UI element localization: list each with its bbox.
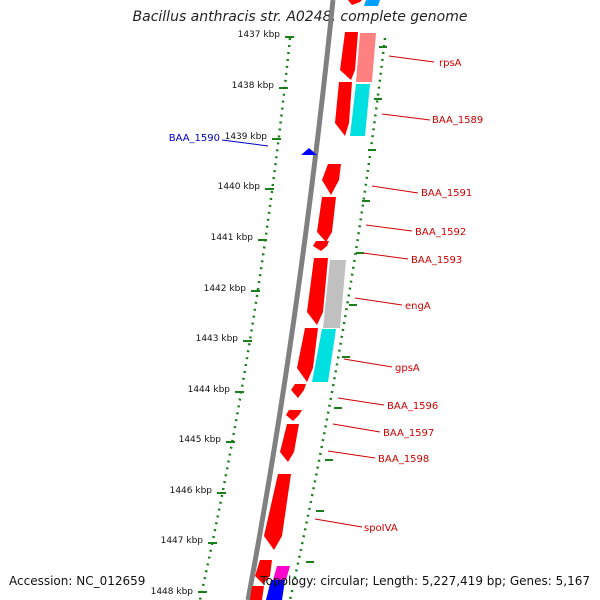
kbp-label: 1448 kbp xyxy=(151,587,194,597)
cog-bar-grey xyxy=(323,260,346,328)
gene-label: BAA_1597 xyxy=(383,428,434,439)
leader-line xyxy=(365,224,413,232)
gene-label: BAA_1598 xyxy=(378,454,429,465)
gene-arrow xyxy=(313,241,329,251)
map-title: Bacillus anthracis str. A0248, complete … xyxy=(132,9,468,25)
kbp-label: 1446 kbp xyxy=(170,486,213,496)
gene-arrow xyxy=(297,328,318,382)
gene-arrow xyxy=(322,164,341,195)
gene-label: rpsA xyxy=(439,58,462,69)
gene-label: BAA_1596 xyxy=(387,401,438,412)
gene-label: BAA_1591 xyxy=(421,188,472,199)
gene-label: BAA_1589 xyxy=(432,115,483,126)
leader-line xyxy=(314,518,363,528)
kbp-label: 1439 kbp xyxy=(225,132,268,142)
leader-line xyxy=(332,423,381,433)
cog-ring xyxy=(266,0,380,600)
gene-arrow xyxy=(340,32,358,80)
kbp-label: 1444 kbp xyxy=(188,385,231,395)
gene-label: spoIVA xyxy=(364,523,398,534)
leader-line xyxy=(327,450,376,459)
genome-backbone xyxy=(245,0,336,600)
kbp-label: 1442 kbp xyxy=(204,284,247,294)
gene-label: BAA_1592 xyxy=(415,227,466,238)
gene-arrow xyxy=(255,560,272,584)
leader-line-blue xyxy=(221,139,269,147)
gene-arrow xyxy=(307,258,328,325)
leader-line xyxy=(388,55,435,63)
kbp-label: 1447 kbp xyxy=(161,536,204,546)
cog-bar-salmon xyxy=(356,33,376,82)
gene-arrow xyxy=(280,424,299,462)
leader-line xyxy=(362,252,409,260)
gene-arrow xyxy=(264,474,291,550)
forward-genes xyxy=(250,0,362,600)
leader-line xyxy=(381,113,431,121)
gene-label-left: BAA_1590 xyxy=(169,133,220,144)
leader-line xyxy=(371,185,419,194)
reverse-gene-arrow xyxy=(301,148,317,155)
kbp-label: 1437 kbp xyxy=(238,30,281,40)
gene-arrow xyxy=(348,0,362,5)
leader-lines xyxy=(221,55,435,528)
right-tick-track xyxy=(288,37,387,600)
accession-text: Accession: NC_012659 xyxy=(9,574,146,588)
kbp-label: 1445 kbp xyxy=(179,435,222,445)
leader-line xyxy=(337,397,385,406)
gene-label: gpsA xyxy=(395,363,420,374)
right-track-ticks xyxy=(306,46,387,563)
kbp-label: 1438 kbp xyxy=(232,81,275,91)
cog-bar-blue xyxy=(266,580,285,600)
gene-arrow xyxy=(335,82,352,136)
leader-line xyxy=(354,297,403,306)
kbp-label: 1441 kbp xyxy=(211,233,254,243)
gene-label: engA xyxy=(405,301,431,312)
gene-arrow xyxy=(291,384,306,398)
kbp-labels: 1437 kbp 1438 kbp 1439 kbp 1440 kbp 1441… xyxy=(151,30,281,597)
gene-labels: rpsA BAA_1589 BAA_1591 BAA_1592 BAA_1593… xyxy=(169,58,484,534)
left-tick-track xyxy=(198,37,292,600)
topology-text: Topology: circular; Length: 5,227,419 bp… xyxy=(260,574,590,588)
gene-arrow xyxy=(317,197,336,242)
gene-label: BAA_1593 xyxy=(411,255,462,266)
kbp-label: 1440 kbp xyxy=(218,182,261,192)
cog-bar-cyan xyxy=(350,84,370,136)
gene-arrow xyxy=(250,586,264,600)
cog-bar-cyan-top xyxy=(364,0,380,6)
leader-line xyxy=(343,358,393,368)
cog-bar-magenta xyxy=(273,566,290,580)
kbp-ticks xyxy=(198,36,294,593)
gene-arrow xyxy=(286,410,302,421)
cog-bar-cyan xyxy=(312,329,336,382)
kbp-label: 1443 kbp xyxy=(196,334,239,344)
